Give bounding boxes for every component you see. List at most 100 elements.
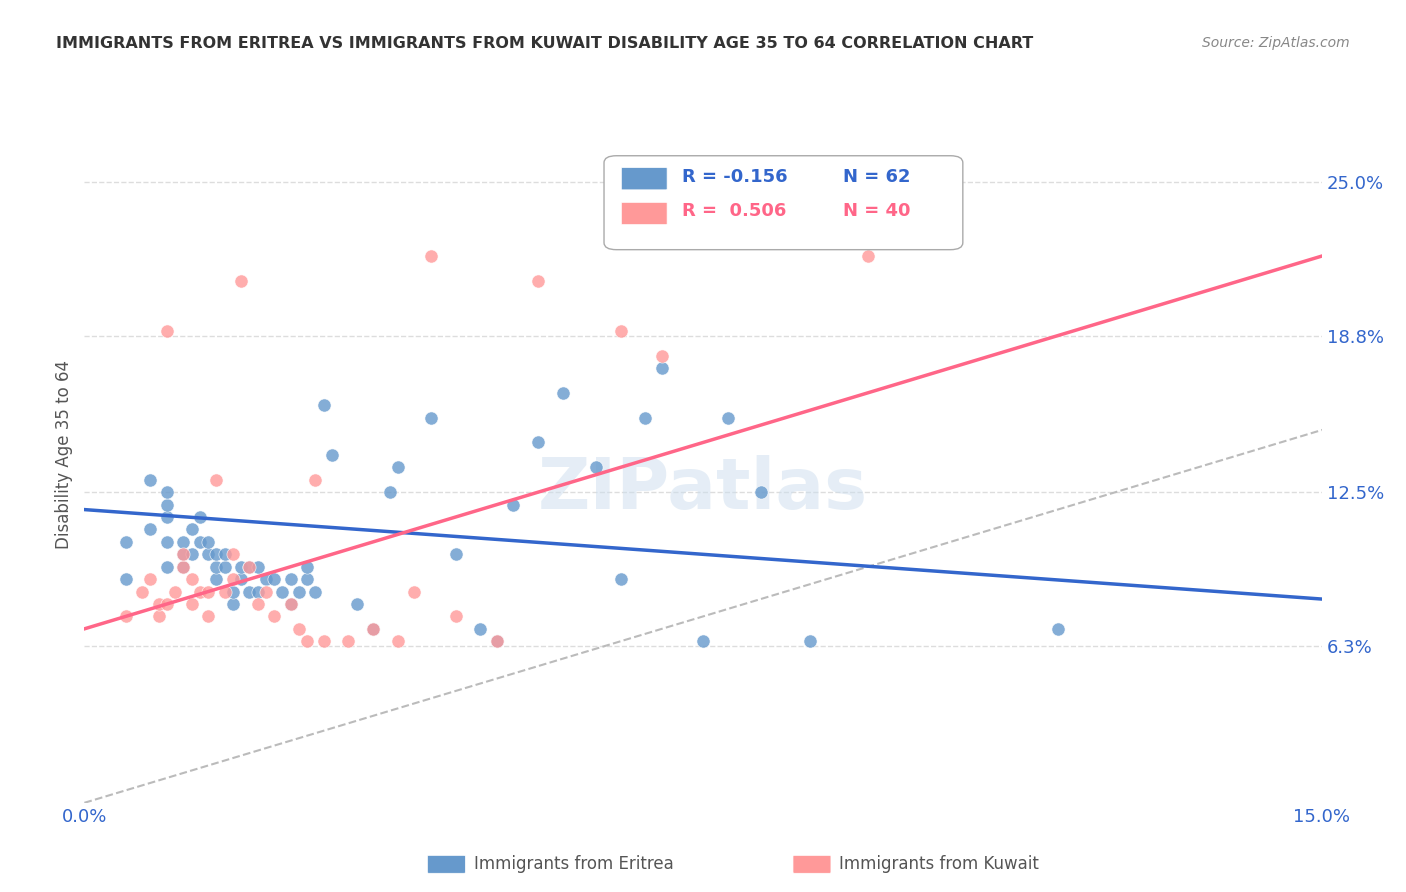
Point [288, 584, 311, 599]
Point [214, 559, 236, 574]
Text: IMMIGRANTS FROM ERITREA VS IMMIGRANTS FROM KUWAIT DISABILITY AGE 35 TO 64 CORREL: IMMIGRANTS FROM ERITREA VS IMMIGRANTS FR… [56, 36, 1033, 51]
FancyBboxPatch shape [621, 168, 666, 190]
Point [172, 547, 194, 561]
Point [361, 622, 384, 636]
Point [180, 572, 202, 586]
Point [229, 274, 252, 288]
Point [527, 435, 550, 450]
Point [444, 547, 467, 561]
Point [485, 634, 508, 648]
Point [131, 584, 153, 599]
Point [799, 634, 821, 648]
Point [749, 485, 772, 500]
Point [156, 559, 179, 574]
Point [172, 535, 194, 549]
Point [263, 609, 285, 624]
Point [229, 559, 252, 574]
Point [156, 498, 179, 512]
Point [246, 584, 269, 599]
Text: Immigrants from Eritrea: Immigrants from Eritrea [474, 855, 673, 873]
Point [214, 584, 236, 599]
Text: Immigrants from Kuwait: Immigrants from Kuwait [839, 855, 1039, 873]
Point [172, 559, 194, 574]
Point [222, 547, 245, 561]
Point [197, 547, 219, 561]
Point [692, 634, 714, 648]
Point [404, 584, 426, 599]
Point [295, 559, 318, 574]
Point [651, 361, 673, 376]
Point [321, 448, 343, 462]
Point [205, 473, 228, 487]
Text: Source: ZipAtlas.com: Source: ZipAtlas.com [1202, 36, 1350, 50]
Point [222, 597, 245, 611]
Point [205, 559, 228, 574]
Point [609, 572, 631, 586]
Point [222, 584, 245, 599]
Point [139, 572, 162, 586]
Point [387, 634, 409, 648]
Point [254, 572, 277, 586]
Point [312, 398, 335, 412]
Point [156, 597, 179, 611]
Point [419, 249, 441, 263]
Point [197, 535, 219, 549]
Point [148, 597, 170, 611]
Point [229, 572, 252, 586]
Point [378, 485, 401, 500]
Point [271, 584, 294, 599]
Point [280, 597, 302, 611]
Point [312, 634, 335, 648]
Point [156, 485, 179, 500]
Point [197, 609, 219, 624]
Point [651, 349, 673, 363]
Point [156, 510, 179, 524]
Point [254, 584, 277, 599]
Point [222, 572, 245, 586]
Y-axis label: Disability Age 35 to 64: Disability Age 35 to 64 [55, 360, 73, 549]
Text: R = -0.156: R = -0.156 [682, 168, 787, 186]
Text: N = 62: N = 62 [842, 168, 910, 186]
Point [205, 547, 228, 561]
Point [156, 535, 179, 549]
Point [485, 634, 508, 648]
Point [172, 547, 194, 561]
Point [502, 498, 524, 512]
FancyBboxPatch shape [605, 156, 963, 250]
Point [856, 249, 879, 263]
Point [114, 609, 136, 624]
Point [470, 622, 492, 636]
Point [238, 584, 260, 599]
Point [1046, 622, 1069, 636]
Point [172, 559, 194, 574]
Point [238, 559, 260, 574]
Point [263, 572, 285, 586]
Point [527, 274, 550, 288]
Point [304, 584, 326, 599]
Point [280, 572, 302, 586]
Point [205, 572, 228, 586]
Point [387, 460, 409, 475]
Point [214, 547, 236, 561]
Point [346, 597, 368, 611]
Point [114, 535, 136, 549]
Point [717, 410, 740, 425]
Point [180, 547, 202, 561]
Point [280, 597, 302, 611]
Text: N = 40: N = 40 [842, 202, 910, 220]
Point [246, 597, 269, 611]
Point [634, 410, 657, 425]
FancyBboxPatch shape [621, 202, 666, 225]
Point [238, 559, 260, 574]
Point [188, 510, 211, 524]
Point [609, 324, 631, 338]
Point [288, 622, 311, 636]
Point [246, 559, 269, 574]
Point [197, 584, 219, 599]
Point [304, 473, 326, 487]
Point [148, 609, 170, 624]
Point [361, 622, 384, 636]
Point [188, 535, 211, 549]
Point [188, 584, 211, 599]
Point [295, 572, 318, 586]
